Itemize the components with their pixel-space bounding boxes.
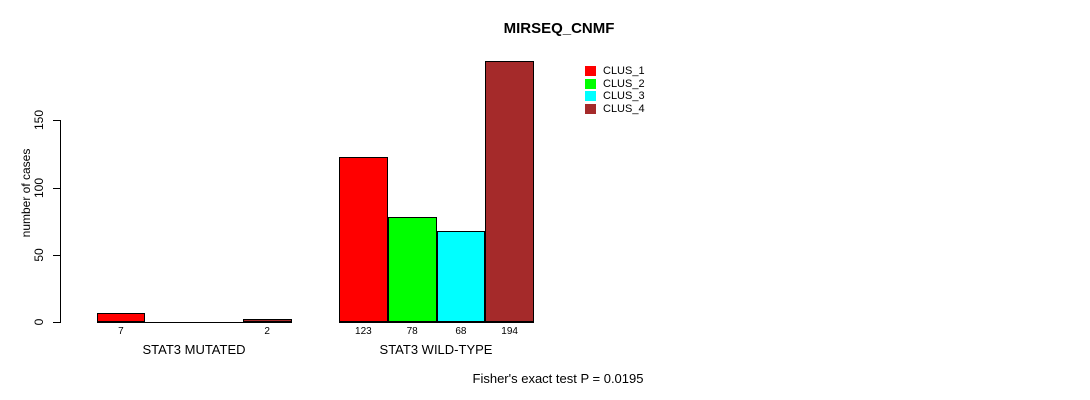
legend-label-clus_2: CLUS_2 (603, 77, 645, 90)
bar-value-label: 78 (406, 326, 418, 337)
y-axis-line (60, 120, 61, 323)
y-tick-mark (53, 254, 60, 256)
legend-swatch-clus_3 (585, 91, 596, 102)
bar-value-label: 2 (264, 326, 270, 337)
bar-value-label: 7 (118, 326, 124, 337)
bar-value-label: 194 (501, 326, 518, 337)
bar-clus_4-group2 (485, 61, 534, 322)
bar-value-label: 68 (455, 326, 467, 337)
y-tick-mark (53, 187, 60, 189)
group-baseline (339, 322, 534, 323)
legend-label-clus_4: CLUS_4 (603, 102, 645, 115)
bar-clus_1-group1 (96, 312, 146, 322)
bar-clus_4-group1 (242, 319, 292, 322)
bar-clus_2-group2 (387, 217, 437, 322)
legend-label-clus_1: CLUS_1 (603, 65, 645, 77)
legend-label-clus_3: CLUS_3 (603, 90, 645, 103)
bar-clus_3-group2 (436, 230, 486, 322)
legend-swatch-clus_1 (585, 66, 596, 76)
legend-swatch-clus_2 (585, 78, 596, 89)
chart-title: MIRSEQ_CNMF (503, 20, 615, 37)
x-group-label-stat3-mutated: STAT3 MUTATED (142, 342, 246, 357)
bar-clus_1-group2 (339, 156, 388, 322)
x-group-label-stat3-wild-type: STAT3 WILD-TYPE (379, 342, 493, 357)
fisher-test-footnote: Fisher's exact test P = 0.0195 (472, 371, 644, 386)
bar-value-label: 123 (355, 326, 372, 337)
y-tick-mark (53, 120, 60, 122)
group-baseline (96, 322, 292, 323)
y-tick-mark (53, 322, 60, 323)
legend-swatch-clus_4 (585, 103, 596, 114)
